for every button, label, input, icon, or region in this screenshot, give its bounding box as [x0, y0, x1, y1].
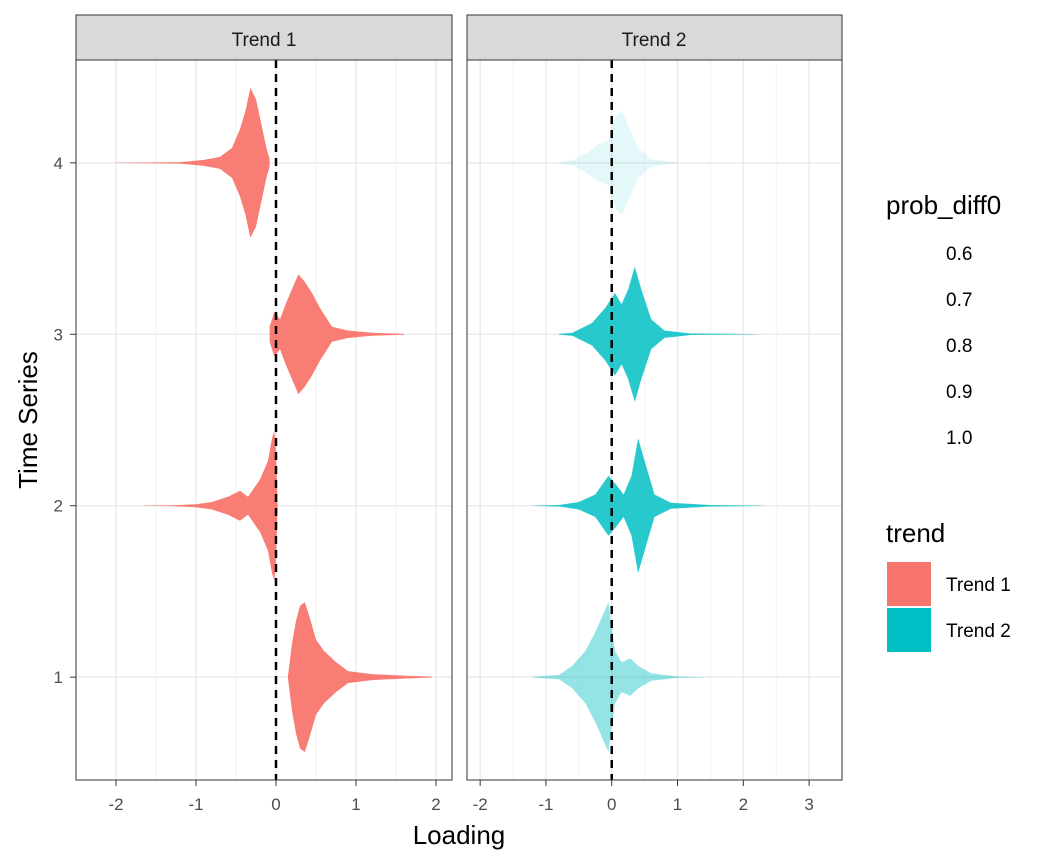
x-tick-label: -2	[473, 795, 488, 814]
violin-series-2	[532, 438, 764, 574]
legend-fill-label: Trend 1	[946, 575, 1011, 596]
x-tick-label: 3	[804, 795, 813, 814]
legend-alpha: 0.6 0.7 0.8 0.9 1.0	[946, 244, 972, 449]
y-tick-label: 2	[54, 497, 63, 516]
legend-fill: Trend 1 Trend 2	[887, 562, 1011, 652]
legend-fill-label: Trend 2	[946, 621, 1011, 642]
violin-series-3	[269, 274, 404, 395]
x-tick-labels-trend-1: -2 -1 0 1 2	[108, 780, 441, 814]
x-tick-label: 1	[351, 795, 360, 814]
strip-label-trend-2: Trend 2	[622, 30, 687, 51]
x-tick-label: 2	[431, 795, 440, 814]
strip-label-trend-1: Trend 1	[232, 30, 297, 51]
strip-trend-2	[466, 14, 843, 61]
legend-alpha-label: 0.6	[946, 244, 972, 265]
x-tick-labels-trend-2: -2 -1 0 1 2 3	[473, 780, 814, 814]
legend-alpha-label: 1.0	[946, 428, 972, 449]
y-tick-label: 1	[54, 668, 63, 687]
legend-fill-key	[887, 562, 931, 606]
violin-series-4	[116, 87, 270, 238]
y-tick-labels: 1 2 3 4	[54, 154, 76, 687]
x-tick-label: -1	[538, 795, 553, 814]
y-tick-label: 3	[54, 325, 63, 344]
y-tick-label: 4	[54, 154, 63, 173]
strip-trend-1	[75, 14, 453, 61]
violin-series-1	[532, 602, 704, 753]
x-tick-label: 0	[607, 795, 616, 814]
violin-series-1	[288, 602, 432, 753]
x-tick-label: -2	[108, 795, 123, 814]
x-tick-label: 1	[673, 795, 682, 814]
legend-fill-title: trend	[886, 518, 945, 548]
panel-trend-1	[75, 59, 453, 781]
y-axis-title: Time Series	[13, 351, 43, 489]
violin-series-2	[144, 430, 278, 581]
legend-alpha-label: 0.7	[946, 290, 972, 311]
violin-series-3	[559, 266, 757, 402]
x-tick-label: -1	[188, 795, 203, 814]
legend-alpha-label: 0.8	[946, 336, 972, 357]
panel-border	[466, 59, 843, 781]
legend-fill-key	[887, 608, 931, 652]
x-tick-label: 2	[739, 795, 748, 814]
legend-alpha-label: 0.9	[946, 382, 972, 403]
x-tick-label: 0	[271, 795, 280, 814]
panel-border	[75, 59, 453, 781]
legend-alpha-title: prob_diff0	[886, 190, 1001, 220]
panel-trend-2	[466, 59, 843, 781]
x-axis-title: Loading	[413, 820, 506, 850]
violin-series-4	[559, 110, 678, 216]
